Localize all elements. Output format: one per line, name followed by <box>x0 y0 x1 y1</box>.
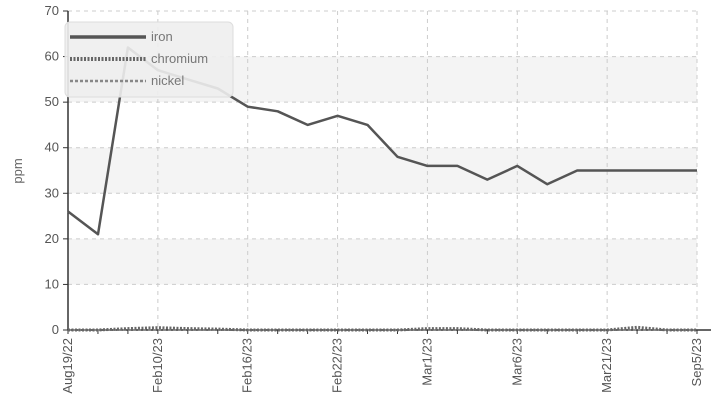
x-tick-label: Feb10/23 <box>150 338 165 393</box>
legend-box <box>64 21 234 98</box>
y-tick-label: 20 <box>45 231 59 246</box>
y-tick-label: 30 <box>45 185 59 200</box>
y-tick-label: 50 <box>45 94 59 109</box>
x-tick-label: Feb16/23 <box>240 338 255 393</box>
x-tick-label: Mar6/23 <box>509 338 524 386</box>
x-tick-label: Mar1/23 <box>419 338 434 386</box>
x-tick-label: Mar21/23 <box>599 338 614 393</box>
legend-label-iron: iron <box>151 29 173 44</box>
y-tick-label: 60 <box>45 49 59 64</box>
legend-label-nickel: nickel <box>151 73 184 88</box>
y-tick-label: 70 <box>45 3 59 18</box>
y-tick-label: 40 <box>45 140 59 155</box>
x-tick-label: Sep5/23 <box>689 338 704 386</box>
y-tick-label: 0 <box>52 322 59 337</box>
y-tick-labels: 0 10 20 30 40 50 60 70 <box>45 3 59 337</box>
x-tick-label: Feb22/23 <box>330 338 345 393</box>
x-tick-labels: Aug19/22 Feb10/23 Feb16/23 Feb22/23 Mar1/23 M… <box>60 338 704 394</box>
band <box>68 238 697 285</box>
y-axis-label: ppm <box>10 158 25 183</box>
legend: iron chromium nickel <box>64 21 234 98</box>
y-tick-label: 10 <box>45 276 59 291</box>
legend-label-chromium: chromium <box>151 51 208 66</box>
x-tick-label: Aug19/22 <box>60 338 75 394</box>
